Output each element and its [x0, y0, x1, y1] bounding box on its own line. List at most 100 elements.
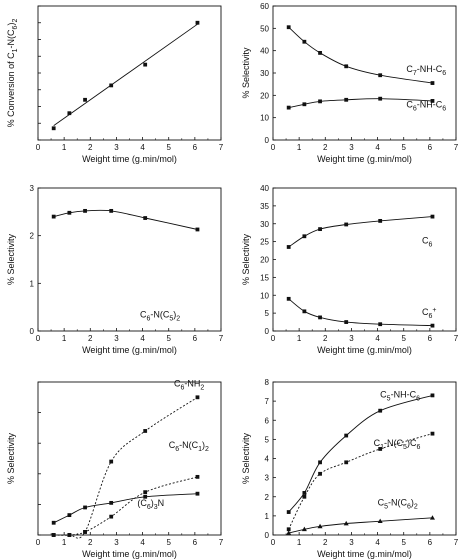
data-point — [109, 83, 114, 88]
series-line — [53, 209, 198, 230]
y-tick-label: 10 — [260, 291, 269, 300]
chart-panel-4: 0 1 2 3 4 5 6 7 0 5 10 15 20 25 30 35 40 Weight time (g.m… — [241, 184, 459, 355]
data-point — [83, 208, 87, 213]
y-axis-label: % Selectivity — [6, 233, 16, 285]
data-point — [344, 433, 349, 438]
x-tick-label: 7 — [219, 143, 224, 152]
x-tick-label: 6 — [193, 538, 198, 547]
data-point — [378, 447, 383, 451]
x-tick-label: 3 — [349, 334, 354, 343]
data-point — [195, 491, 200, 496]
data-point — [318, 315, 322, 320]
x-axis-label: Weight time (g.min/mol) — [82, 549, 177, 559]
x-tick-label: 0 — [36, 538, 41, 547]
x-tick-label: 2 — [88, 538, 93, 547]
data-point — [344, 460, 349, 465]
x-tick-label: 2 — [323, 143, 328, 152]
data-point — [286, 510, 291, 514]
y-tick-label: 4 — [265, 455, 270, 464]
data-point — [378, 218, 383, 223]
x-tick-label: 1 — [297, 538, 302, 547]
series-label: C6-N(C5)2 — [140, 310, 180, 323]
x-tick-label: 4 — [375, 143, 380, 152]
series-label: C5-NH-C6 — [380, 389, 420, 402]
y-tick-label: 1 — [30, 279, 35, 288]
data-point — [318, 51, 322, 55]
y-tick-label: 5 — [265, 435, 270, 444]
data-point — [143, 429, 148, 433]
data-point — [430, 323, 435, 328]
data-point — [302, 102, 307, 107]
data-point — [344, 64, 349, 69]
data-point — [378, 408, 383, 413]
series-line — [288, 216, 433, 248]
data-point — [378, 73, 383, 78]
x-tick-label: 6 — [193, 334, 198, 343]
series-label: C6-NH-C6 — [406, 100, 446, 113]
chart-panel-3: 0 1 2 3 4 5 6 7 0 1 2 3 Weight time (g.min/mol) % Sel… — [6, 184, 224, 355]
x-axis-label: Weight time (g.min/mol) — [82, 345, 177, 355]
x-tick-label: 4 — [375, 538, 380, 547]
data-point — [430, 393, 435, 398]
plot-frame — [37, 187, 222, 332]
data-point — [429, 515, 435, 520]
x-tick-label: 3 — [349, 143, 354, 152]
x-tick-label: 7 — [219, 538, 224, 547]
y-tick-label: 40 — [260, 47, 269, 56]
series-label: C6 — [422, 235, 433, 248]
plot-frame — [272, 187, 457, 332]
data-point — [286, 105, 291, 110]
x-axis-label: Weight time (g.min/mol) — [82, 154, 177, 164]
x-tick-label: 2 — [88, 334, 93, 343]
y-tick-label: 35 — [260, 202, 269, 211]
data-point — [109, 514, 114, 519]
x-tick-label: 6 — [428, 538, 433, 547]
series-label: C7-NH-C6 — [406, 64, 446, 77]
y-tick-label: 0 — [30, 327, 35, 336]
x-tick-label: 6 — [428, 143, 433, 152]
x-tick-label: 1 — [62, 334, 67, 343]
y-tick-label: 30 — [260, 69, 269, 78]
data-point — [195, 227, 200, 232]
x-tick-label: 3 — [114, 143, 119, 152]
data-point — [377, 518, 383, 524]
x-tick-label: 5 — [401, 538, 406, 547]
series-line — [288, 517, 433, 534]
y-tick-label: 60 — [260, 2, 269, 11]
series-label: C5-N(C6)2 — [378, 497, 418, 510]
data-point — [286, 25, 291, 30]
x-tick-label: 0 — [271, 538, 276, 547]
x-tick-label: 4 — [375, 334, 380, 343]
x-tick-label: 3 — [114, 334, 119, 343]
data-point — [378, 96, 383, 101]
y-tick-label: 2 — [265, 493, 270, 502]
y-axis-label: % Selectivity — [241, 47, 251, 99]
chart-panel-1: 0 1 2 3 4 5 6 7 Weight time (g.min/mol) % Convers… — [6, 5, 224, 164]
data-point — [67, 111, 72, 116]
y-tick-label: 0 — [265, 136, 270, 145]
x-tick-label: 1 — [297, 143, 302, 152]
series-line — [53, 23, 198, 127]
y-tick-label: 1 — [265, 512, 270, 521]
x-tick-label: 3 — [349, 538, 354, 547]
data-point — [286, 296, 291, 301]
x-tick-label: 4 — [140, 334, 145, 343]
y-axis-label: % Conversion of C1-N(C6)2 — [6, 19, 19, 128]
data-point — [83, 97, 87, 102]
series-line — [53, 476, 198, 536]
x-tick-label: 1 — [62, 143, 67, 152]
y-tick-label: 7 — [265, 397, 270, 406]
data-point — [109, 208, 114, 213]
data-point — [286, 527, 291, 532]
data-point — [344, 97, 349, 102]
x-tick-label: 0 — [36, 143, 41, 152]
data-point — [301, 526, 307, 532]
y-tick-label: 0 — [265, 531, 270, 540]
x-tick-label: 7 — [219, 334, 224, 343]
data-point — [302, 491, 307, 495]
plot-frame — [37, 5, 222, 141]
x-tick-label: 2 — [88, 143, 93, 152]
series-line — [288, 394, 433, 513]
x-tick-label: 1 — [297, 334, 302, 343]
series-line — [288, 298, 433, 327]
